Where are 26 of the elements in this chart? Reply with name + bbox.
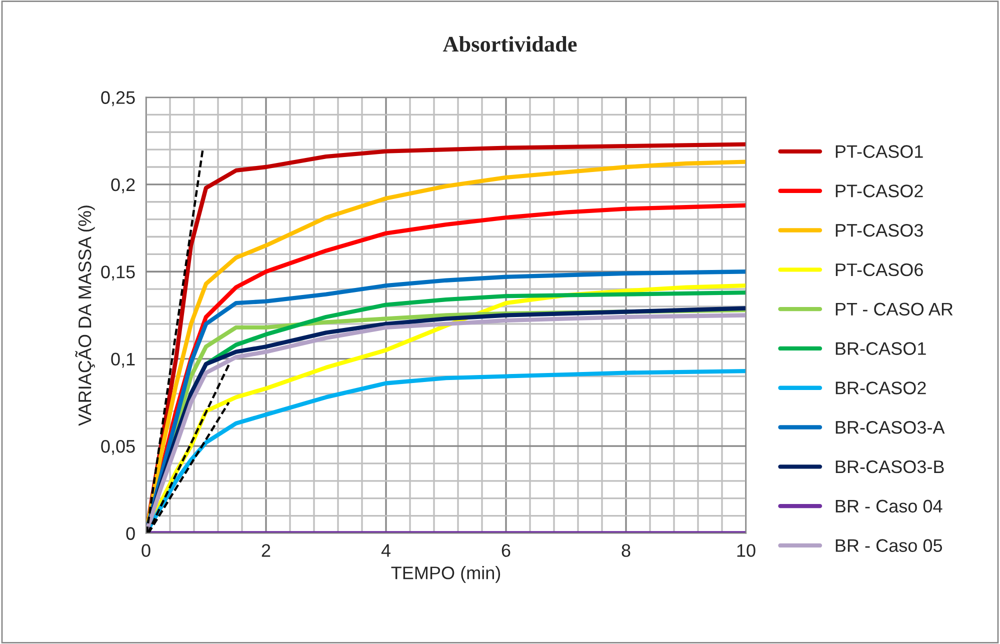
x-tick-label: 0 <box>142 544 150 557</box>
y-tick-label: 0,25 <box>101 91 135 106</box>
y-tick-label: 0,05 <box>101 440 135 455</box>
legend-label: PT-CASO3 <box>836 224 923 237</box>
x-tick-label: 2 <box>262 544 270 557</box>
legend-label: PT-CASO1 <box>836 145 923 158</box>
y-tick-label: 0,1 <box>111 352 135 368</box>
x-tick-label: 6 <box>502 544 510 557</box>
legend-label: PT-CASO2 <box>836 184 923 198</box>
legend-label: BR-CASO3-A <box>836 420 945 434</box>
legend-label: BR-CASO2 <box>836 382 926 394</box>
y-axis-title: VARIAÇÃO DA MASSA (%) <box>75 206 95 426</box>
legend-label: BR-CASO1 <box>836 342 926 355</box>
x-tick-label: 4 <box>381 544 390 557</box>
legend-label: PT - CASO AR <box>836 302 953 316</box>
legend-label: BR - Caso 05 <box>836 539 942 552</box>
chart-title: Absortividade <box>442 36 577 52</box>
y-tick-label: 0 <box>126 527 135 540</box>
legend-label: BR-CASO3-B <box>836 460 944 474</box>
legend-label: PT-CASO6 <box>836 263 923 276</box>
x-axis-title: TEMPO (min) <box>391 566 500 583</box>
y-tick-label: 0,15 <box>101 266 135 280</box>
x-tick-label: 8 <box>622 544 630 557</box>
y-tick-label: 0,2 <box>111 178 135 194</box>
legend-label: BR - Caso 04 <box>836 500 942 513</box>
x-tick-label: 10 <box>737 544 756 557</box>
